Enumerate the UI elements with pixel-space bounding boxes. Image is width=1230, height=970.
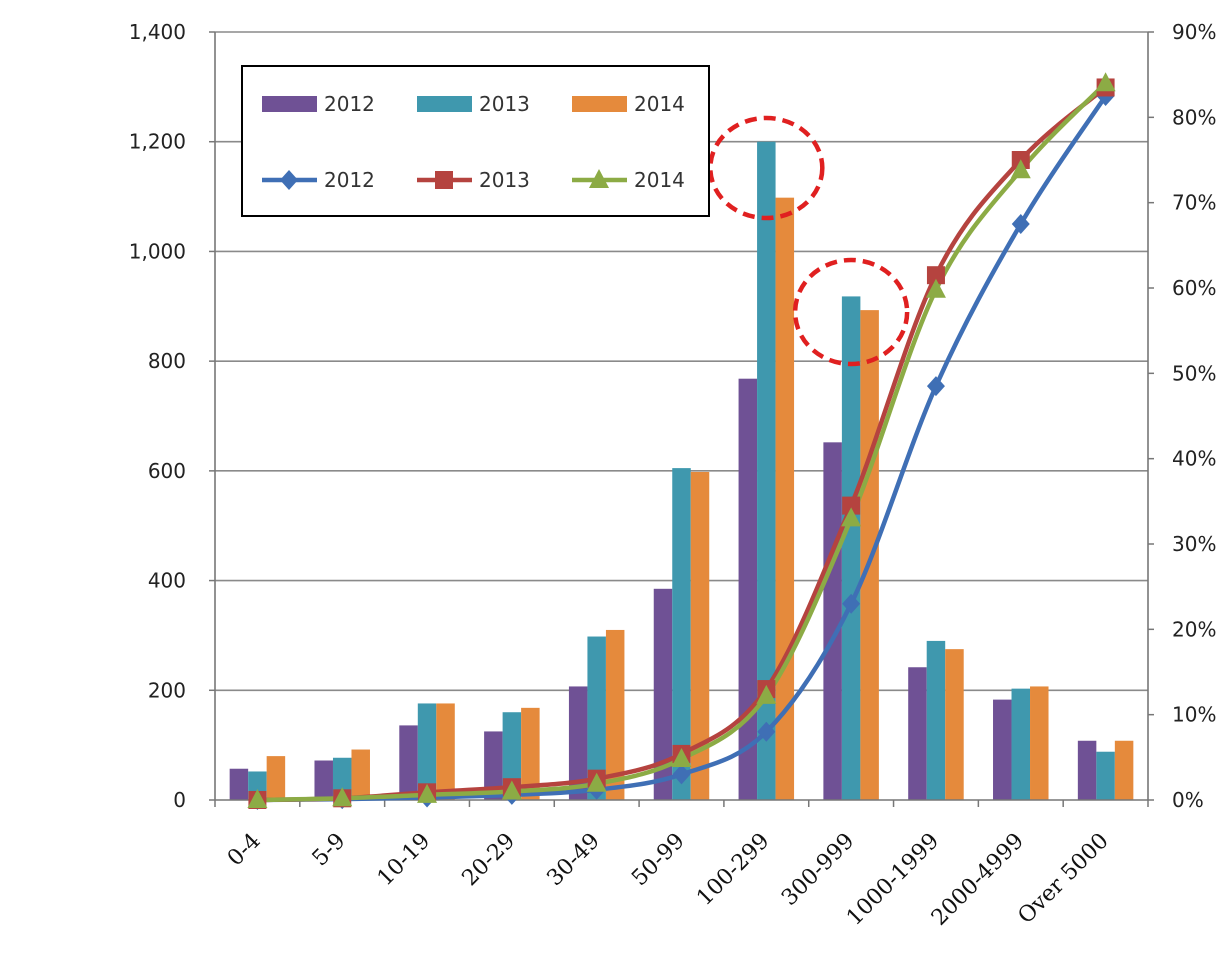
point-2014-50-99 — [671, 748, 692, 768]
point-2012-50-99 — [672, 764, 691, 785]
annotations — [708, 115, 910, 367]
legend-marker-2013 — [435, 171, 453, 189]
y-left-tick-label: 600 — [148, 459, 186, 483]
bar-2012-30-49 — [568, 686, 588, 800]
bar-2013-1000-1999 — [926, 640, 946, 800]
bar-2014-20-29 — [521, 707, 540, 800]
legend-label: 2012 — [324, 168, 375, 192]
category-label: 300-999 — [777, 829, 859, 911]
point-2014-100-299 — [756, 684, 777, 704]
y-left-tick-label: 1,000 — [129, 239, 186, 263]
bar-2014-Over 5000 — [1114, 740, 1134, 800]
legend-marker-2014 — [589, 169, 609, 188]
y-left-tick-label: 200 — [148, 678, 186, 702]
legend-label: 2014 — [634, 168, 685, 192]
y-right-tick-label: 10% — [1172, 703, 1216, 727]
bar-2013-300-999 — [841, 296, 861, 800]
point-2012-100-299 — [757, 721, 776, 742]
bar-2013-100-299 — [757, 141, 776, 800]
y-right-tick-label: 90% — [1172, 20, 1216, 44]
y-right-tick-label: 50% — [1172, 361, 1216, 385]
bar-2012-2000-4999 — [993, 699, 1012, 800]
legend-label: 2014 — [634, 92, 685, 116]
highlight-ellipse — [792, 257, 910, 367]
point-2014-20-29 — [501, 780, 522, 800]
y-right-tick-label: 0% — [1172, 788, 1204, 812]
bar-2014-30-49 — [605, 629, 625, 800]
point-2012-2000-4999 — [1011, 214, 1030, 234]
bars — [229, 141, 1134, 800]
bar-2012-Over 5000 — [1077, 740, 1097, 800]
bar-2014-2000-4999 — [1030, 686, 1049, 800]
bar-2012-0-4 — [229, 768, 249, 800]
y-right-tick-label: 20% — [1172, 617, 1216, 641]
y-right-tick-label: 30% — [1172, 532, 1216, 556]
bar-2014-10-19 — [436, 703, 455, 800]
bar-2013-2000-4999 — [1011, 688, 1031, 800]
cumulative-lines — [247, 72, 1116, 810]
point-2014-Over 5000 — [1095, 72, 1116, 92]
y-left-tick-label: 1,400 — [129, 20, 186, 44]
legend-bar-swatch-2014 — [572, 96, 627, 112]
category-label: 2000-4999 — [927, 829, 1029, 931]
bar-2014-50-99 — [690, 471, 710, 800]
category-label: 100-299 — [692, 829, 774, 911]
bar-2013-20-29 — [502, 712, 522, 800]
point-2014-0-4 — [247, 789, 268, 808]
legend-label: 2012 — [324, 92, 375, 116]
point-2012-1000-1999 — [926, 376, 945, 397]
bar-2014-1000-1999 — [945, 649, 964, 800]
bar-2012-50-99 — [653, 588, 673, 800]
point-2012-300-999 — [842, 593, 861, 614]
bar-2013-Over 5000 — [1096, 751, 1115, 800]
point-2014-10-19 — [417, 783, 438, 803]
y-right-tick-label: 80% — [1172, 105, 1216, 129]
bar-2012-100-299 — [738, 378, 758, 800]
y-left-tick-label: 1,200 — [129, 130, 186, 154]
legend-marker-2012 — [280, 170, 298, 190]
y-right-tick-label: 70% — [1172, 191, 1216, 215]
y-right-tick-label: 60% — [1172, 276, 1216, 300]
category-label: 0-4 — [223, 829, 266, 872]
legend-bar-swatch-2012 — [262, 96, 317, 112]
legend: 2012 2013 2014 2012 2013 2014 — [241, 65, 710, 217]
bar-2014-0-4 — [266, 756, 286, 800]
bar-2012-20-29 — [484, 731, 503, 800]
point-2014-1000-1999 — [925, 278, 946, 298]
bar-2012-10-19 — [399, 725, 418, 800]
bar-2012-1000-1999 — [908, 667, 927, 800]
y-right-tick-label: 40% — [1172, 447, 1216, 471]
point-2013-1000-1999 — [926, 266, 945, 285]
y-left-tick-label: 800 — [148, 349, 186, 373]
legend-box — [241, 65, 710, 217]
point-2014-300-999 — [841, 507, 862, 527]
y-left-tick-label: 0 — [173, 788, 186, 812]
category-label: 30-49 — [542, 829, 605, 892]
point-2014-30-49 — [586, 772, 607, 792]
legend-bar-swatch-2013 — [417, 96, 472, 112]
bar-2013-10-19 — [417, 703, 437, 800]
point-2014-5-9 — [332, 787, 353, 807]
category-label: 10-19 — [373, 829, 436, 892]
bar-2013-50-99 — [672, 468, 691, 800]
category-label: 50-99 — [627, 829, 690, 892]
legend-label: 2013 — [479, 92, 530, 116]
bar-2012-5-9 — [314, 760, 333, 800]
y-left-tick-label: 400 — [148, 569, 186, 593]
bar-2013-30-49 — [587, 636, 606, 800]
point-2014-2000-4999 — [1010, 159, 1031, 179]
legend-label: 2013 — [479, 168, 530, 192]
category-label: Over 5000 — [1013, 829, 1113, 929]
category-label: 5-9 — [308, 829, 351, 872]
bar-2014-5-9 — [351, 749, 370, 800]
bar-2012-300-999 — [823, 442, 842, 800]
point-2013-300-999 — [842, 496, 861, 515]
highlight-ellipse — [708, 115, 825, 221]
category-label: 20-29 — [458, 829, 521, 892]
